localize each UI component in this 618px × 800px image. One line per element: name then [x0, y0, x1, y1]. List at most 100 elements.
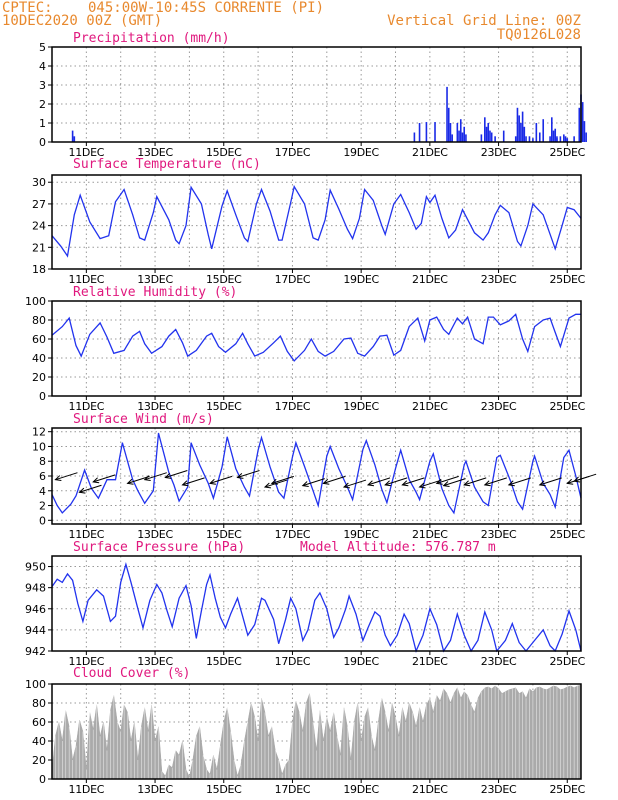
wind-point [522, 508, 524, 510]
y-tick-label: 2 [39, 98, 46, 111]
pres-point [201, 610, 202, 612]
wind-arrow-head [384, 480, 392, 487]
header-model: TQ0126L028 [497, 27, 581, 43]
wind-point [432, 453, 434, 455]
header-location: 045:00W-10:45S CORRENTE (PI) [88, 0, 324, 16]
wind-point [352, 499, 353, 501]
wind-arrow-head [263, 482, 271, 489]
precip-bar [525, 136, 527, 142]
y-tick-label: 950 [25, 561, 46, 574]
pres-point [206, 584, 207, 585]
header-source: CPTEC: [2, 0, 53, 16]
wind-point [152, 490, 154, 492]
rh-point [161, 346, 163, 347]
wind-arrow-head [143, 475, 151, 482]
rh-point [493, 316, 494, 318]
wind-point [326, 455, 328, 457]
x-tick-label: 25DEC [549, 273, 585, 286]
panel-frame [51, 46, 582, 143]
precip-bar [494, 136, 496, 142]
x-tick-label: 17DEC [275, 783, 311, 796]
pres-point [491, 629, 493, 631]
wind-point [106, 479, 108, 481]
rh-line [51, 313, 581, 362]
pres-point [319, 592, 321, 594]
rh-point [333, 350, 335, 352]
panel-frame [51, 174, 582, 270]
wind-arrow-head [181, 480, 189, 487]
pres-point [219, 616, 221, 618]
pres-point [230, 613, 232, 615]
wind-point [474, 486, 475, 488]
temp-point [429, 202, 431, 203]
x-tick-label: 15DEC [206, 655, 242, 668]
wind-point [441, 488, 443, 489]
rh-point [175, 329, 177, 330]
x-tick-label: 17DEC [275, 655, 311, 668]
pres-point [149, 599, 151, 601]
x-tick-label: 13DEC [137, 273, 173, 286]
y-tick-label: 20 [32, 754, 46, 767]
precip-bar [447, 107, 450, 142]
temp-point [207, 234, 209, 236]
wind-point [173, 484, 175, 486]
pres-point [77, 603, 79, 604]
x-tick-label: 15DEC [206, 146, 242, 159]
temp-point [549, 233, 551, 235]
wind-point [261, 437, 262, 438]
precip-bar [538, 132, 541, 142]
rh-point [211, 332, 213, 334]
precip-bar [459, 119, 462, 142]
temp-point [329, 189, 331, 191]
pres-point [56, 578, 58, 580]
wind-arrow [464, 477, 487, 486]
pres-point [429, 608, 431, 610]
pres-point [72, 579, 74, 581]
wind-point [122, 442, 123, 444]
precip-bar [413, 132, 416, 142]
wind-point [429, 460, 431, 462]
pres-point [87, 599, 89, 601]
temp-point [474, 232, 475, 234]
temp-point [448, 237, 450, 239]
x-tick-label: 13DEC [137, 400, 173, 413]
temp-point [278, 239, 280, 241]
wind-arrow [508, 477, 532, 486]
precip-bar [461, 132, 464, 142]
pres-point [185, 585, 187, 586]
pres-point [384, 634, 386, 636]
x-tick-label: 11DEC [69, 146, 105, 159]
y-tick-label: 4 [39, 60, 46, 73]
temp-line [51, 184, 582, 258]
rh-point [357, 352, 359, 354]
wind-point [292, 456, 293, 458]
precip-bar [523, 126, 526, 142]
y-tick-label: 80 [32, 697, 46, 710]
x-tick-label: 11DEC [69, 655, 105, 668]
wind-arrow-head [208, 478, 217, 485]
precip-bar [490, 132, 493, 142]
rh-point [350, 337, 352, 339]
temp-point [175, 239, 177, 241]
x-tick-label: 11DEC [69, 400, 105, 413]
pres-point [338, 627, 340, 629]
temp-point [156, 196, 158, 198]
y-tick-label: 10 [32, 440, 46, 453]
wind-point [221, 466, 223, 468]
precip-bar [535, 123, 538, 142]
y-tick-label: 60 [32, 716, 46, 729]
temp-point [304, 203, 305, 205]
precip-bar [489, 130, 491, 142]
x-tick-label: 11DEC [69, 528, 105, 541]
wind-point [317, 505, 319, 506]
rh-point [89, 333, 91, 335]
panel-title: Surface Pressure (hPa) [73, 540, 245, 555]
temp-point [347, 228, 348, 230]
y-tick-label: 8 [39, 455, 46, 468]
wind-arrow-head [126, 478, 134, 485]
header-grid-note: Vertical Grid Line: 00Z [387, 13, 581, 29]
wind-point [575, 475, 577, 477]
precip-bar [549, 136, 551, 142]
pres-point [575, 629, 577, 631]
wind-point [415, 491, 417, 493]
